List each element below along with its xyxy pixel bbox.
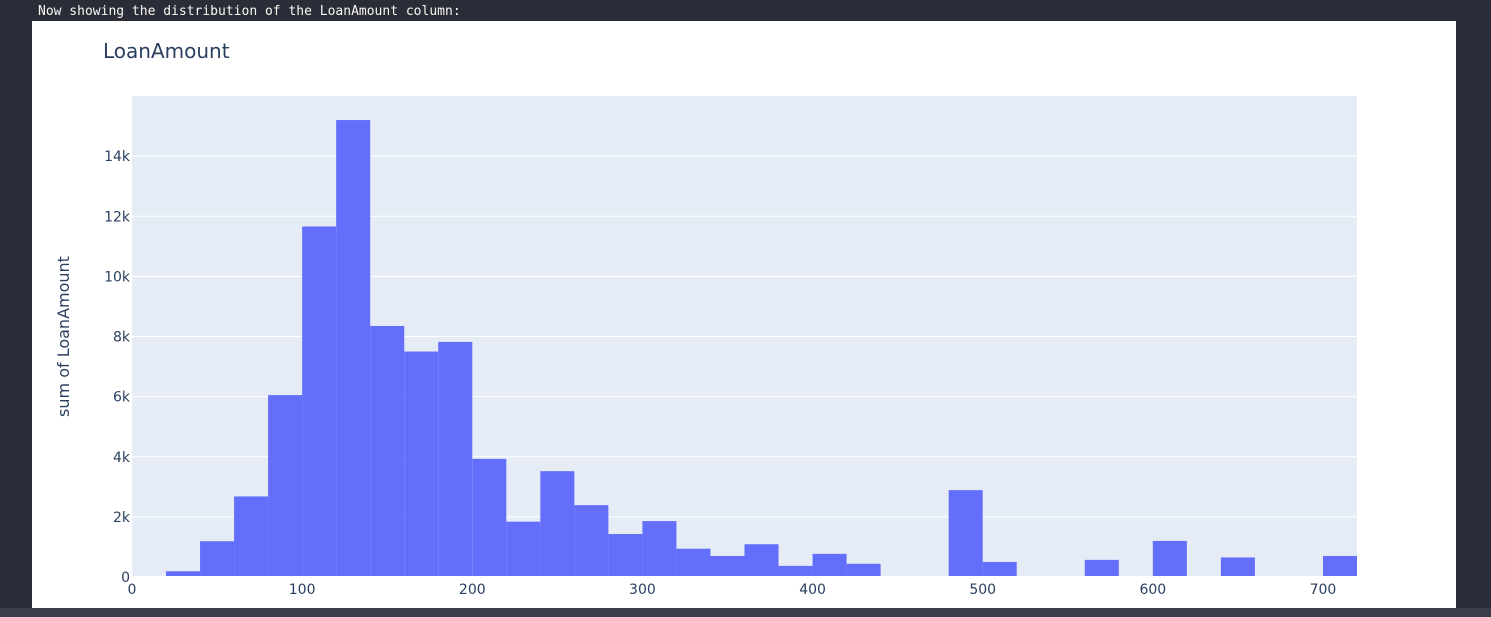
- y-tick-label: 8k: [113, 330, 131, 346]
- histogram-bar[interactable]: [812, 553, 847, 577]
- histogram-bar[interactable]: [166, 571, 201, 577]
- y-tick-label: 0: [121, 570, 130, 586]
- histogram-bar[interactable]: [676, 548, 711, 577]
- y-tick-label: 4k: [113, 450, 131, 466]
- histogram-bar[interactable]: [948, 490, 983, 577]
- histogram-bar[interactable]: [982, 561, 1017, 577]
- histogram-bar[interactable]: [234, 496, 269, 577]
- x-axis-ticks: 0 100 200 300 400 500 600 700: [128, 582, 1337, 598]
- histogram-bar[interactable]: [302, 226, 337, 577]
- histogram-bar[interactable]: [846, 563, 881, 577]
- histogram-bar[interactable]: [472, 458, 507, 577]
- histogram-bar[interactable]: [642, 521, 677, 577]
- y-axis-title: sum of LoanAmount: [54, 256, 73, 417]
- output-header-text: Now showing the distribution of the Loan…: [38, 4, 461, 19]
- histogram-bar[interactable]: [336, 120, 371, 578]
- histogram-bar[interactable]: [370, 325, 405, 577]
- y-tick-label: 14k: [104, 149, 131, 165]
- chart-title: LoanAmount: [103, 39, 230, 63]
- x-tick-label: 200: [459, 582, 486, 598]
- histogram-bar[interactable]: [506, 521, 541, 577]
- y-tick-label: 10k: [104, 269, 131, 285]
- x-tick-label: 500: [969, 582, 996, 598]
- y-axis-ticks: 0 2k 4k 6k 8k 10k 12k 14k: [104, 149, 131, 586]
- histogram-bar[interactable]: [1152, 540, 1187, 577]
- x-tick-label: 100: [289, 582, 316, 598]
- histogram-bars: [132, 120, 1357, 578]
- x-tick-label: 300: [629, 582, 656, 598]
- x-tick-label: 600: [1139, 582, 1166, 598]
- histogram-bar[interactable]: [438, 341, 473, 577]
- y-tick-label: 6k: [113, 390, 131, 406]
- y-tick-label: 12k: [104, 209, 131, 225]
- histogram-bar[interactable]: [1322, 555, 1357, 577]
- notebook-bottom-strip: [0, 608, 1491, 617]
- histogram-bar[interactable]: [608, 534, 643, 577]
- histogram-bar[interactable]: [200, 541, 235, 577]
- histogram-bar[interactable]: [744, 544, 779, 577]
- histogram-bar[interactable]: [540, 471, 575, 577]
- histogram-bar[interactable]: [404, 351, 439, 577]
- x-tick-label: 0: [128, 582, 137, 598]
- x-tick-label: 700: [1310, 582, 1337, 598]
- histogram-bar[interactable]: [574, 505, 609, 577]
- histogram-bar[interactable]: [1220, 557, 1255, 577]
- histogram-bar[interactable]: [268, 395, 303, 577]
- histogram-bar[interactable]: [778, 565, 813, 577]
- histogram-bar[interactable]: [710, 555, 745, 577]
- y-tick-label: 2k: [113, 510, 131, 526]
- x-tick-label: 400: [799, 582, 826, 598]
- histogram-bar[interactable]: [1084, 559, 1119, 577]
